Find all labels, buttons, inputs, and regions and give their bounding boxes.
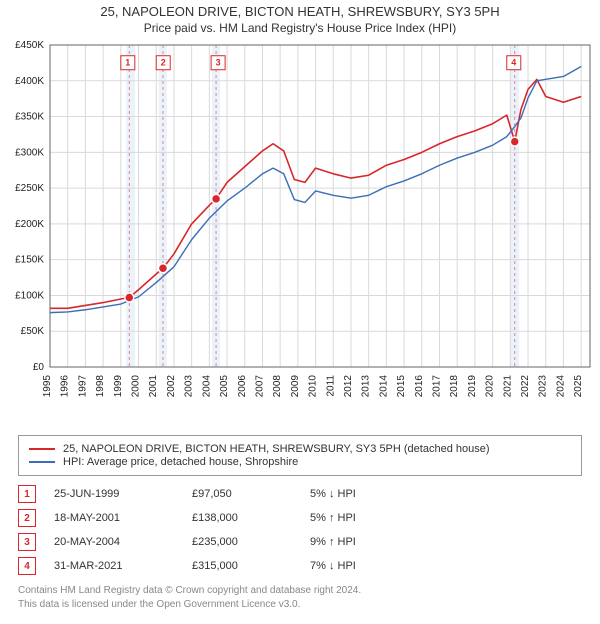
transaction-delta: 9% ↑ HPI [310, 536, 390, 548]
svg-text:2024: 2024 [555, 375, 566, 398]
transaction-delta: 5% ↑ HPI [310, 512, 390, 524]
svg-text:£250K: £250K [15, 183, 44, 194]
transaction-delta: 7% ↓ HPI [310, 560, 390, 572]
chart-svg: £0 £50K £100K £150K £200K £250K £300K £350K £400… [0, 39, 600, 429]
page-title: 25, NAPOLEON DRIVE, BICTON HEATH, SHREWS… [0, 4, 600, 19]
page-subtitle: Price paid vs. HM Land Registry's House … [0, 21, 600, 35]
transaction-date: 20-MAY-2004 [54, 536, 174, 548]
svg-text:2018: 2018 [449, 375, 460, 398]
price-chart: £0 £50K £100K £150K £200K £250K £300K £350K £400… [0, 39, 600, 429]
svg-text:2002: 2002 [166, 375, 177, 398]
svg-text:1995: 1995 [42, 375, 53, 398]
svg-text:2025: 2025 [573, 375, 584, 398]
svg-text:£150K: £150K [15, 255, 44, 266]
transaction-row: 1 25-JUN-1999 £97,050 5% ↓ HPI [18, 482, 582, 506]
transactions-table: 1 25-JUN-1999 £97,050 5% ↓ HPI 2 18-MAY-2001 £… [18, 482, 582, 578]
svg-text:£0: £0 [33, 362, 45, 373]
legend-swatch [29, 448, 55, 450]
svg-text:1999: 1999 [113, 375, 124, 398]
svg-text:1996: 1996 [60, 375, 71, 398]
svg-text:2012: 2012 [343, 375, 354, 398]
svg-text:2017: 2017 [432, 375, 443, 398]
svg-text:2005: 2005 [219, 375, 230, 398]
svg-text:£350K: £350K [15, 112, 44, 123]
legend-row: 25, NAPOLEON DRIVE, BICTON HEATH, SHREWS… [29, 443, 571, 455]
svg-text:1998: 1998 [95, 375, 106, 398]
transaction-marker: 2 [18, 509, 36, 527]
transaction-marker: 3 [18, 533, 36, 551]
svg-text:2003: 2003 [184, 375, 195, 398]
svg-text:2001: 2001 [148, 375, 159, 398]
transaction-marker: 4 [18, 557, 36, 575]
svg-text:2010: 2010 [308, 375, 319, 398]
svg-text:2013: 2013 [361, 375, 372, 398]
svg-text:1997: 1997 [77, 375, 88, 398]
svg-text:3: 3 [216, 58, 221, 68]
svg-text:2009: 2009 [290, 375, 301, 398]
transaction-date: 25-JUN-1999 [54, 488, 174, 500]
transaction-price: £138,000 [192, 512, 292, 524]
svg-text:2016: 2016 [414, 375, 425, 398]
svg-text:£50K: £50K [21, 326, 45, 337]
transaction-price: £235,000 [192, 536, 292, 548]
svg-text:2011: 2011 [325, 375, 336, 397]
svg-text:2007: 2007 [254, 375, 265, 398]
legend: 25, NAPOLEON DRIVE, BICTON HEATH, SHREWS… [18, 435, 582, 476]
transaction-delta: 5% ↓ HPI [310, 488, 390, 500]
svg-text:2006: 2006 [237, 375, 248, 398]
svg-text:2: 2 [161, 58, 166, 68]
svg-text:2023: 2023 [538, 375, 549, 398]
transaction-row: 4 31-MAR-2021 £315,000 7% ↓ HPI [18, 554, 582, 578]
svg-text:£300K: £300K [15, 147, 44, 158]
transaction-price: £97,050 [192, 488, 292, 500]
svg-text:2004: 2004 [201, 375, 212, 398]
footer-attribution: Contains HM Land Registry data © Crown c… [18, 584, 582, 611]
svg-text:2015: 2015 [396, 375, 407, 398]
svg-text:£100K: £100K [15, 290, 44, 301]
transaction-price: £315,000 [192, 560, 292, 572]
svg-text:1: 1 [125, 58, 130, 68]
svg-text:2019: 2019 [467, 375, 478, 398]
svg-text:4: 4 [511, 58, 516, 68]
legend-label: 25, NAPOLEON DRIVE, BICTON HEATH, SHREWS… [63, 443, 490, 455]
transaction-date: 18-MAY-2001 [54, 512, 174, 524]
legend-row: HPI: Average price, detached house, Shro… [29, 456, 571, 468]
svg-text:2020: 2020 [485, 375, 496, 398]
transaction-row: 2 18-MAY-2001 £138,000 5% ↑ HPI [18, 506, 582, 530]
transaction-row: 3 20-MAY-2004 £235,000 9% ↑ HPI [18, 530, 582, 554]
transaction-date: 31-MAR-2021 [54, 560, 174, 572]
svg-text:2022: 2022 [520, 375, 531, 398]
legend-swatch [29, 461, 55, 463]
svg-text:2021: 2021 [502, 375, 513, 398]
svg-text:2000: 2000 [131, 375, 142, 398]
svg-text:£450K: £450K [15, 40, 44, 51]
legend-label: HPI: Average price, detached house, Shro… [63, 456, 298, 468]
svg-text:2014: 2014 [378, 375, 389, 398]
transaction-marker: 1 [18, 485, 36, 503]
svg-text:£200K: £200K [15, 219, 44, 230]
svg-text:£400K: £400K [15, 76, 44, 87]
footer-line-2: This data is licensed under the Open Gov… [18, 598, 582, 612]
footer-line-1: Contains HM Land Registry data © Crown c… [18, 584, 582, 598]
svg-text:2008: 2008 [272, 375, 283, 398]
